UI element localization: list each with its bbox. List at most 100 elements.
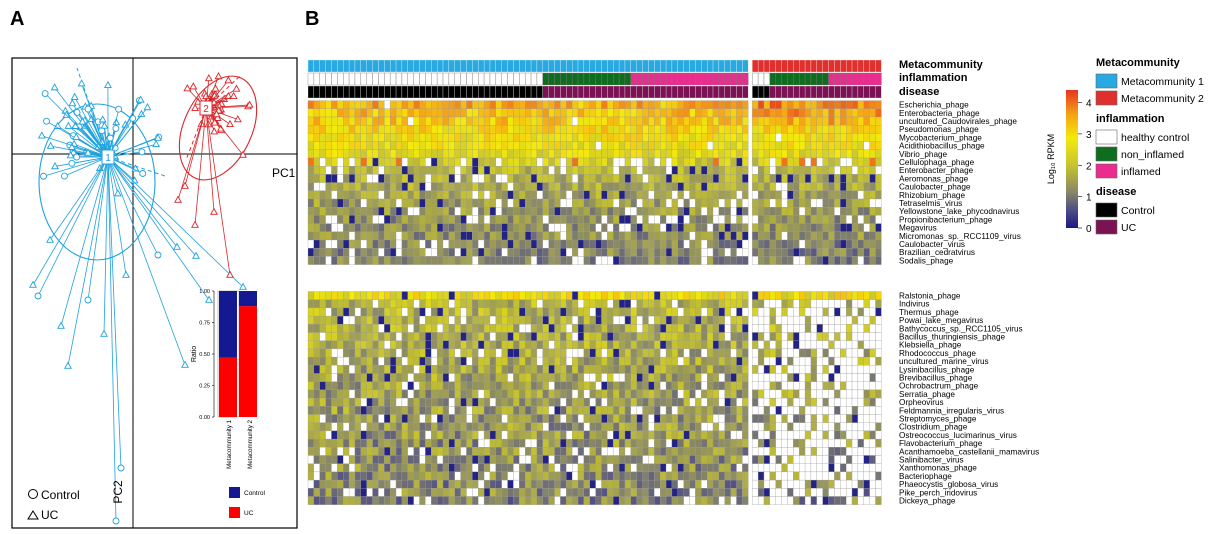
heatmap-cell xyxy=(378,373,385,382)
heatmap-cell xyxy=(431,397,438,407)
heatmap-cell xyxy=(483,406,491,415)
heatmap-cell xyxy=(483,307,491,317)
heatmap-cell xyxy=(816,239,823,249)
heatmap-cell xyxy=(718,133,725,142)
heatmap-cell xyxy=(787,256,794,265)
heatmap-cell xyxy=(419,332,426,341)
heatmap-cell xyxy=(360,447,367,456)
heatmap-cell xyxy=(478,479,485,489)
heatmap-cell xyxy=(425,231,432,241)
heatmap-cell xyxy=(689,108,696,118)
group1-spoke xyxy=(32,156,109,286)
heatmap-cell xyxy=(401,239,408,249)
heatmap-cell xyxy=(425,141,432,150)
heatmap-cell xyxy=(337,422,344,432)
heatmap-cell xyxy=(583,414,590,423)
heatmap-cell xyxy=(489,414,496,423)
heatmap-cell xyxy=(804,397,812,407)
heatmap-cell xyxy=(648,430,655,440)
control-point xyxy=(43,117,50,125)
heatmap-cell xyxy=(489,365,496,374)
heatmap-cell xyxy=(460,356,467,366)
heatmap-cell xyxy=(343,397,350,407)
heatmap-cell xyxy=(525,381,532,391)
heatmap-cell xyxy=(857,190,864,200)
heatmap-cell xyxy=(701,332,708,341)
heatmap-cell xyxy=(834,239,841,249)
heatmap-cell xyxy=(542,356,549,366)
heatmap-cell xyxy=(542,471,549,481)
heatmap-cell xyxy=(507,389,514,399)
heatmap-cell xyxy=(454,438,461,448)
group1-spoke xyxy=(103,156,109,335)
heatmap-cell xyxy=(834,430,841,440)
heatmap-cell xyxy=(595,340,602,350)
heatmap-cell xyxy=(407,231,414,241)
heatmap-cell xyxy=(671,198,678,208)
heatmap-cell xyxy=(507,207,514,216)
heatmap-cell xyxy=(354,447,361,456)
heatmap-cell xyxy=(466,348,473,358)
heatmap-cell xyxy=(348,389,356,399)
heatmap-cell xyxy=(730,324,737,333)
heatmap-cell xyxy=(810,166,817,175)
heatmap-cell xyxy=(501,447,508,456)
heatmap-cell xyxy=(436,133,444,142)
heatmap-cell xyxy=(407,198,414,208)
heatmap-cell xyxy=(763,324,771,333)
heatmap-cell xyxy=(431,479,438,489)
heatmap-cell xyxy=(483,348,491,358)
heatmap-cell xyxy=(384,133,391,142)
heatmap-cell xyxy=(642,356,649,366)
heatmap-cell xyxy=(401,174,408,183)
heatmap-cell xyxy=(642,389,649,399)
heatmap-cell xyxy=(530,422,538,432)
heatmap-cell xyxy=(863,422,870,432)
heatmap-cell xyxy=(736,149,743,159)
annot-disease-cell xyxy=(757,85,765,99)
heatmap-cell xyxy=(401,307,408,317)
heatmap-cell xyxy=(712,471,720,481)
annot-inflammation-cell xyxy=(851,72,859,86)
heatmap-cell xyxy=(525,223,532,232)
heatmap-cell xyxy=(395,291,403,300)
heatmap-cell xyxy=(654,141,661,150)
heatmap-cell xyxy=(319,190,326,200)
heatmap-cell xyxy=(787,414,794,423)
heatmap-cell xyxy=(683,299,690,309)
heatmap-cell xyxy=(671,332,678,341)
heatmap-cell xyxy=(804,248,812,257)
heatmap-cell xyxy=(325,479,332,489)
heatmap-cell xyxy=(601,116,608,126)
heatmap-cell xyxy=(730,157,737,167)
heatmap-cell xyxy=(595,315,602,325)
inset-legend-control-swatch xyxy=(229,487,240,498)
annot-inflammation-cell xyxy=(840,72,847,86)
annot-inflammation-cell xyxy=(384,72,391,86)
heatmap-cell xyxy=(507,223,514,232)
heatmap-cell xyxy=(519,190,526,200)
heatmap-cell xyxy=(536,166,543,175)
heatmap-cell xyxy=(769,223,776,232)
heatmap-cell xyxy=(624,340,631,350)
heatmap-cell xyxy=(689,463,696,473)
heatmap-cell xyxy=(630,125,637,134)
heatmap-cell xyxy=(810,174,817,183)
heatmap-cell xyxy=(654,332,661,341)
heatmap-cell xyxy=(607,223,614,232)
heatmap-cell xyxy=(577,422,585,432)
heatmap-cell xyxy=(566,389,573,399)
heatmap-cell xyxy=(781,438,788,448)
heatmap-cell xyxy=(460,438,467,448)
heatmap-cell xyxy=(857,389,864,399)
heatmap-cell xyxy=(689,174,696,183)
heatmap-cell xyxy=(742,365,749,374)
heatmap-cell xyxy=(763,223,771,232)
heatmap-cell xyxy=(536,397,543,407)
uc-point xyxy=(191,220,199,228)
heatmap-cell xyxy=(384,231,391,241)
heatmap-cell xyxy=(665,455,673,464)
heatmap-cell xyxy=(554,291,561,300)
heatmap-cell xyxy=(478,198,485,208)
heatmap-cell xyxy=(460,215,467,224)
